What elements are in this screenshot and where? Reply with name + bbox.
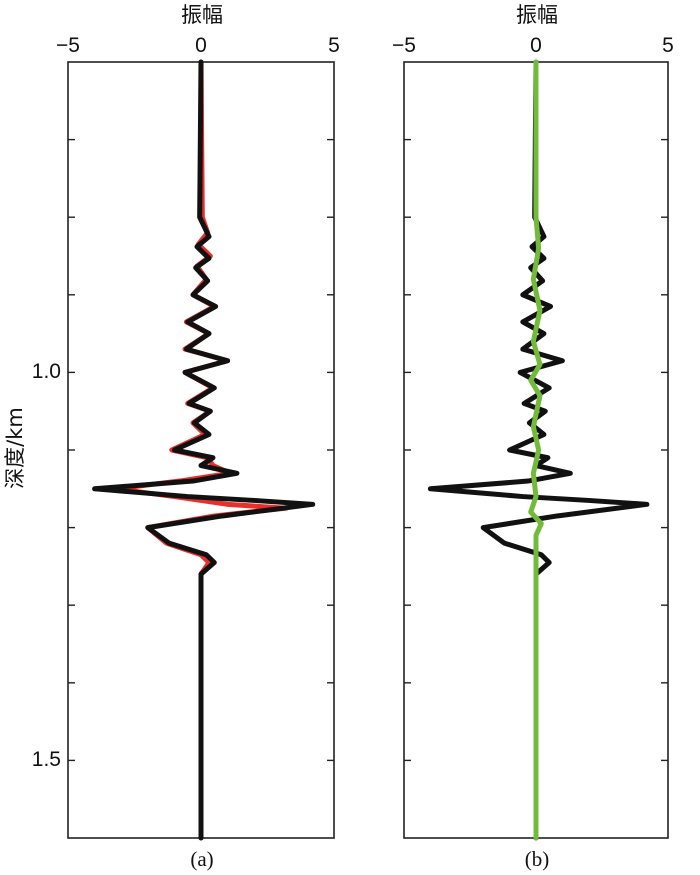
black-trace	[92, 59, 316, 841]
y-tick-label-1: 1.0	[32, 360, 61, 383]
panel-a: 振幅 (a)	[181, 3, 223, 871]
x-tick-label-2: 0	[195, 34, 207, 57]
plot-layer: −5 0 5 −5 0 5	[56, 34, 674, 841]
x-tick-label-1: −5	[56, 34, 80, 57]
panel-1-plot: −5 0 5	[56, 34, 340, 841]
green-trace	[528, 59, 544, 841]
x-tick-label-2: 0	[530, 34, 542, 57]
y-tick-label-2: 1.5	[32, 748, 61, 771]
black-trace	[427, 59, 650, 841]
panel-b: 振幅 (b)	[516, 3, 558, 871]
panel-a-xlabel: 振幅	[181, 3, 223, 27]
x-tick-label-1: −5	[392, 34, 416, 57]
panel-a-label: (a)	[190, 847, 213, 871]
panel-2-plot: −5 0 5	[392, 34, 674, 841]
x-tick-label-3: 5	[328, 34, 340, 57]
y-axis-title: 深度/km	[3, 407, 27, 489]
x-tick-label-3: 5	[662, 34, 674, 57]
panel-b-xlabel: 振幅	[516, 3, 558, 27]
panel-b-label: (b)	[525, 847, 550, 871]
